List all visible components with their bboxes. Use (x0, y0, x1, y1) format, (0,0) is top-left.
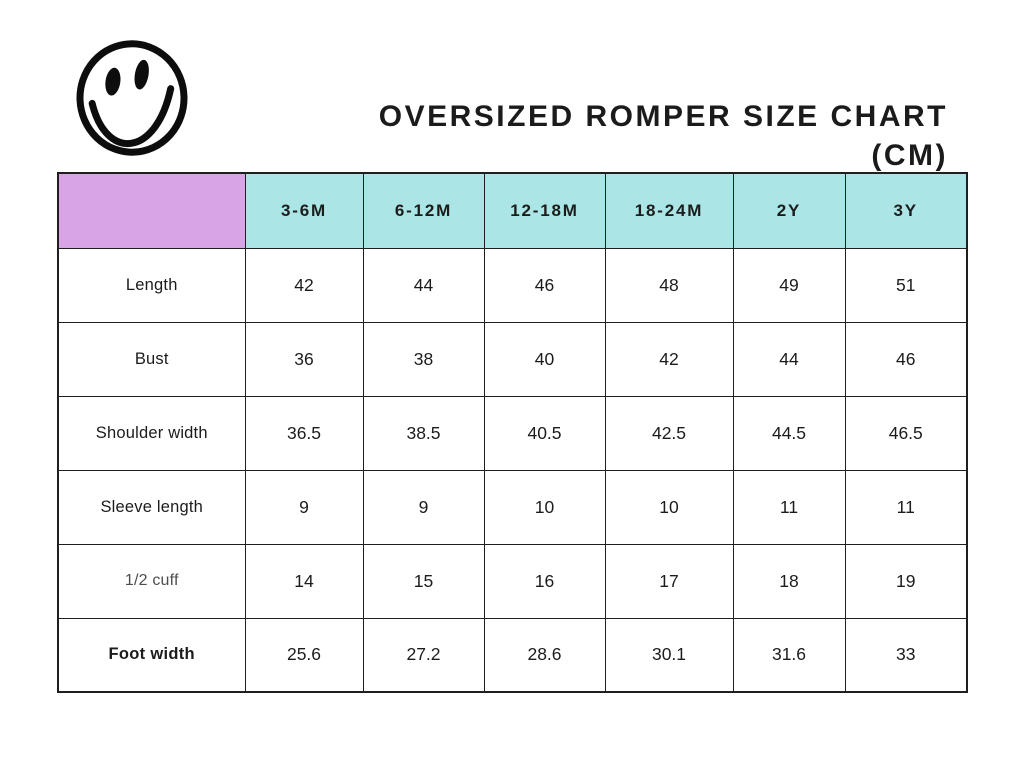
table-row-half-cuff: 1/2 cuff 14 15 16 17 18 19 (57, 543, 968, 619)
column-header-3-6m: 3-6M (244, 172, 364, 249)
measurement-value: 14 (244, 543, 364, 619)
measurement-value: 46 (844, 321, 968, 397)
column-header-6-12m: 6-12M (362, 172, 485, 249)
row-label: Foot width (57, 617, 246, 693)
measurement-value: 38.5 (362, 395, 485, 471)
measurement-value: 9 (362, 469, 485, 545)
measurement-value: 19 (844, 543, 968, 619)
page-title-line2: (CM) (871, 139, 948, 172)
measurement-value: 15 (362, 543, 485, 619)
measurement-value: 42 (244, 247, 364, 323)
measurement-value: 27.2 (362, 617, 485, 693)
measurement-value: 42.5 (604, 395, 734, 471)
measurement-value: 36 (244, 321, 364, 397)
measurement-value: 18 (732, 543, 846, 619)
measurement-value: 42 (604, 321, 734, 397)
row-label: 1/2 cuff (57, 543, 246, 619)
measurement-value: 17 (604, 543, 734, 619)
measurement-value: 11 (732, 469, 846, 545)
measurement-value: 31.6 (732, 617, 846, 693)
row-label: Shoulder width (57, 395, 246, 471)
measurement-value: 38 (362, 321, 485, 397)
table-row-sleeve-length: Sleeve length 9 9 10 10 11 11 (57, 469, 968, 545)
table-row-shoulder-width: Shoulder width 36.5 38.5 40.5 42.5 44.5 … (57, 395, 968, 471)
row-label: Sleeve length (57, 469, 246, 545)
measurement-value: 40 (483, 321, 606, 397)
column-header-12-18m: 12-18M (483, 172, 606, 249)
table-row-bust: Bust 36 38 40 42 44 46 (57, 321, 968, 397)
measurement-value: 44 (362, 247, 485, 323)
measurement-value: 46.5 (844, 395, 968, 471)
row-label: Bust (57, 321, 246, 397)
measurement-value: 33 (844, 617, 968, 693)
column-header-2y: 2Y (732, 172, 846, 249)
measurement-value: 40.5 (483, 395, 606, 471)
measurement-value: 25.6 (244, 617, 364, 693)
measurement-value: 49 (732, 247, 846, 323)
measurement-value: 28.6 (483, 617, 606, 693)
measurement-value: 10 (604, 469, 734, 545)
table-row-length: Length 42 44 46 48 49 51 (57, 247, 968, 323)
page-title: OVERSIZED ROMPER SIZE CHART (CM) (379, 97, 948, 175)
measurement-value: 48 (604, 247, 734, 323)
table-header-row: 3-6M 6-12M 12-18M 18-24M 2Y 3Y (57, 172, 968, 249)
measurement-value: 46 (483, 247, 606, 323)
corner-cell (57, 172, 246, 249)
column-header-18-24m: 18-24M (604, 172, 734, 249)
table-row-foot-width: Foot width 25.6 27.2 28.6 30.1 31.6 33 (57, 617, 968, 693)
measurement-value: 16 (483, 543, 606, 619)
measurement-value: 44 (732, 321, 846, 397)
smiley-face-icon (76, 40, 188, 156)
column-header-3y: 3Y (844, 172, 968, 249)
measurement-value: 11 (844, 469, 968, 545)
measurement-value: 36.5 (244, 395, 364, 471)
measurement-value: 9 (244, 469, 364, 545)
measurement-value: 44.5 (732, 395, 846, 471)
size-chart-table: 3-6M 6-12M 12-18M 18-24M 2Y 3Y Length 42… (57, 172, 968, 693)
row-label: Length (57, 247, 246, 323)
measurement-value: 30.1 (604, 617, 734, 693)
measurement-value: 10 (483, 469, 606, 545)
page-title-line1: OVERSIZED ROMPER SIZE CHART (378, 100, 948, 133)
measurement-value: 51 (844, 247, 968, 323)
